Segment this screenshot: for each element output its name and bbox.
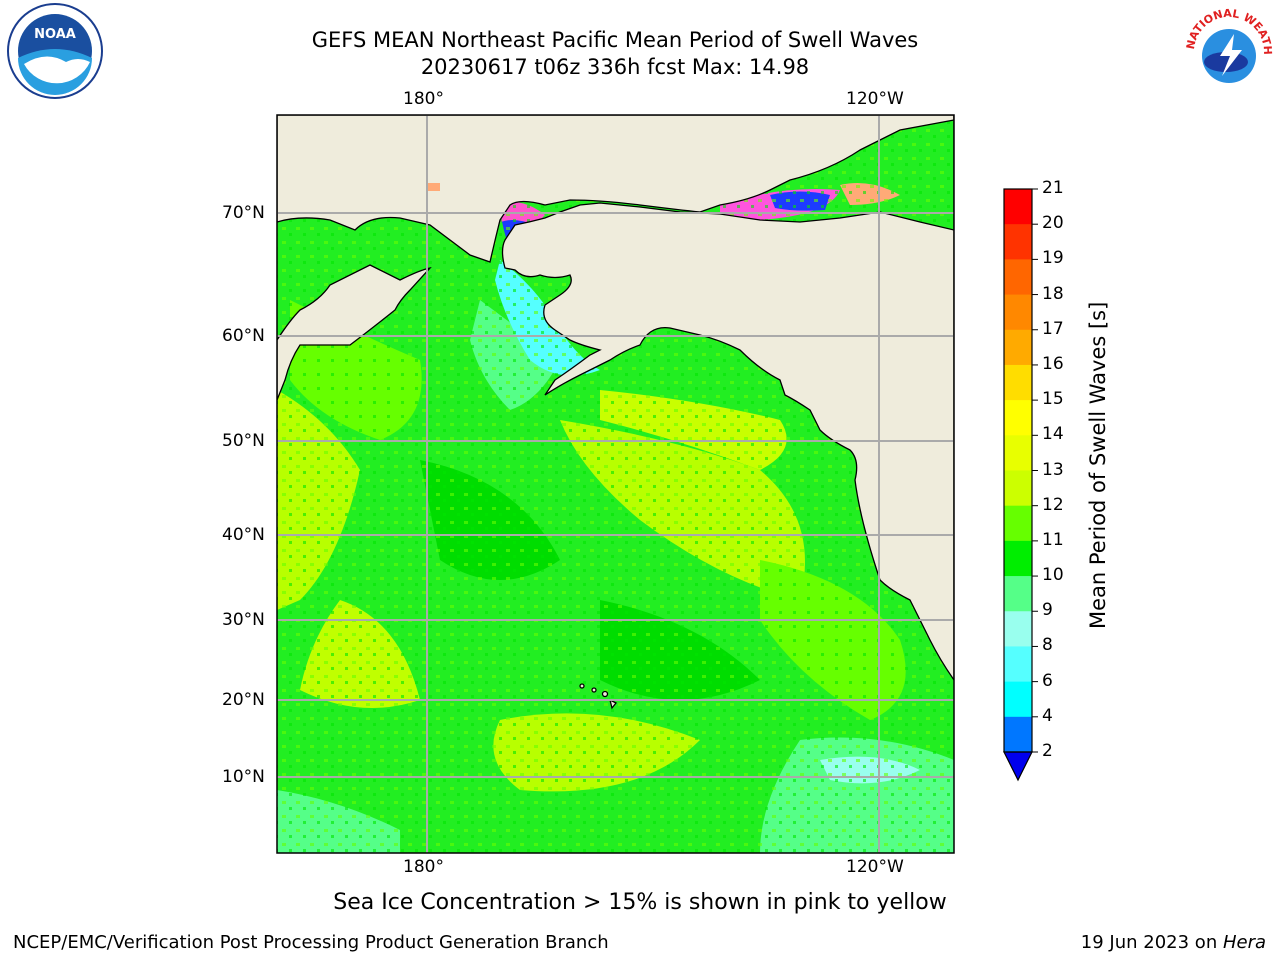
map-caption: Sea Ice Concentration > 15% is shown in … — [333, 890, 947, 915]
colorbar-swatch — [1004, 259, 1032, 296]
colorbar-label: 6 — [1042, 670, 1053, 691]
colorbar-swatch — [1004, 470, 1032, 507]
lon-tick-top-180: 180° — [403, 89, 444, 109]
map-title: GEFS MEAN Northeast Pacific Mean Period … — [311, 28, 919, 52]
colorbar-swatch — [1004, 435, 1032, 471]
lat-tick-30n: 30°N — [222, 610, 265, 630]
lon-tick-bottom-120w: 120°W — [846, 857, 904, 877]
colorbar-swatch — [1004, 224, 1032, 260]
colorbar — [1003, 188, 1038, 782]
footer-date-text: 19 Jun 2023 on — [1080, 932, 1223, 953]
colorbar-label: 10 — [1042, 565, 1064, 586]
colorbar-label: 9 — [1042, 600, 1053, 621]
colorbar-swatch — [1004, 611, 1032, 647]
nws-logo: NATIONAL WEATHER SERVICE — [1176, 0, 1278, 100]
landmass — [277, 115, 954, 710]
noaa-logo-text: NOAA — [34, 27, 76, 42]
sea-ice-patch — [428, 183, 440, 191]
colorbar-swatch — [1004, 646, 1032, 683]
colorbar-swatch — [1004, 505, 1032, 542]
colorbar-swatch — [1004, 294, 1032, 331]
lon-tick-bottom-180: 180° — [403, 857, 444, 877]
colorbar-label: 14 — [1042, 424, 1064, 445]
lon-tick-top-120w: 120°W — [846, 89, 904, 109]
map-subtitle: 20230617 t06z 336h fcst Max: 14.98 — [420, 55, 810, 79]
footer-credit: NCEP/EMC/Verification Post Processing Pr… — [13, 932, 609, 953]
colorbar-swatch — [1004, 364, 1032, 401]
colorbar-swatch — [1004, 681, 1032, 718]
colorbar-extension — [1003, 751, 1033, 782]
lat-tick-40n: 40°N — [222, 525, 265, 545]
colorbar-title: Mean Period of Swell Waves [s] — [1086, 301, 1110, 629]
colorbar-label: 15 — [1042, 389, 1064, 410]
lat-tick-20n: 20°N — [222, 690, 265, 710]
noaa-logo: NOAA — [6, 2, 104, 100]
colorbar-label: 16 — [1042, 353, 1064, 374]
graticule — [277, 115, 954, 853]
colorbar-swatch — [1004, 400, 1032, 436]
colorbar-label: 21 — [1042, 178, 1064, 198]
colorbar-label: 8 — [1042, 635, 1053, 656]
lat-tick-50n: 50°N — [222, 431, 265, 451]
colorbar-swatch — [1004, 576, 1032, 612]
colorbar-label: 4 — [1042, 705, 1053, 726]
colorbar-swatch — [1004, 716, 1032, 753]
colorbar-swatch — [1004, 329, 1032, 366]
colorbar-label: 20 — [1042, 213, 1064, 234]
colorbar-swatch — [1004, 540, 1032, 577]
lat-tick-10n: 10°N — [222, 767, 265, 787]
colorbar-label: 17 — [1042, 318, 1064, 339]
lat-tick-70n: 70°N — [222, 203, 265, 223]
map-frame — [276, 114, 955, 854]
footer-date: 19 Jun 2023 on Hera — [1081, 932, 1266, 953]
colorbar-swatch — [1004, 189, 1032, 225]
colorbar-label: 18 — [1042, 283, 1064, 304]
colorbar-label: 19 — [1042, 248, 1064, 269]
colorbar-label: 12 — [1042, 494, 1064, 515]
colorbar-label: 2 — [1042, 741, 1053, 761]
colorbar-label: 13 — [1042, 459, 1064, 480]
lat-tick-60n: 60°N — [222, 326, 265, 346]
footer-host: Hera — [1222, 932, 1266, 953]
colorbar-label: 11 — [1042, 529, 1064, 550]
